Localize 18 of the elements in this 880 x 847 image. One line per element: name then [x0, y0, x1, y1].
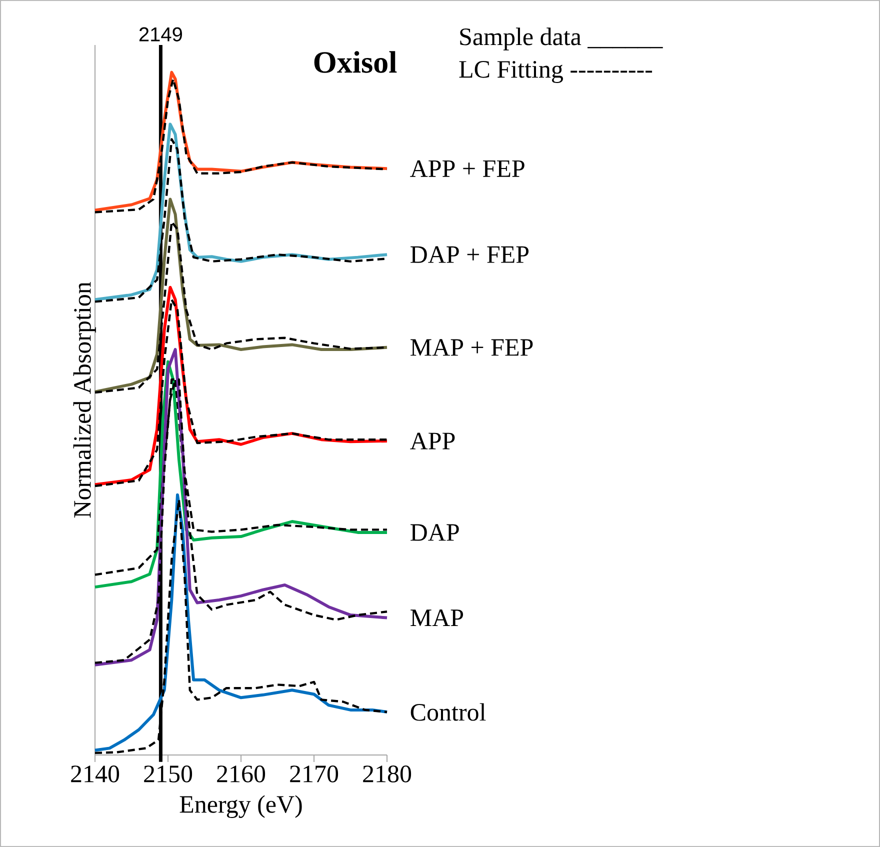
chart-title: Oxisol [314, 51, 397, 73]
x-tick-label: 2150 [144, 766, 192, 782]
x-tick-label: 2160 [217, 766, 266, 782]
y-axis-title: Normalized Absorption [73, 282, 96, 518]
series-label: APP [410, 432, 455, 450]
ref-line-label: 2149 [139, 27, 182, 42]
series-label: DAP [410, 524, 459, 541]
series-label: APP + FEP [410, 160, 524, 177]
x-tick-label: 2170 [290, 766, 338, 782]
x-tick-label: 2180 [363, 766, 412, 782]
x-axis-title: Energy (eV) [180, 795, 302, 818]
text: LC Fitting ---------- [459, 61, 652, 83]
x-tick-label: 2140 [71, 766, 120, 782]
series-label: DAP + FEP [410, 246, 529, 263]
series-label: MAP [410, 610, 464, 626]
text: Sample data ______ [460, 28, 663, 50]
series-label: MAP + FEP [410, 339, 533, 356]
series-label: Control [410, 703, 486, 721]
